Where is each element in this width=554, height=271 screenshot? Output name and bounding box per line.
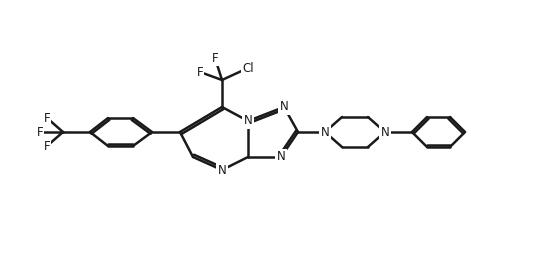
Text: N: N (276, 150, 285, 163)
Text: N: N (218, 163, 227, 176)
Text: N: N (280, 101, 289, 114)
Text: F: F (197, 66, 203, 79)
Text: Cl: Cl (242, 62, 254, 75)
Text: N: N (244, 115, 253, 127)
Text: F: F (212, 51, 218, 64)
Text: N: N (321, 125, 330, 138)
Text: F: F (37, 125, 43, 138)
Text: N: N (381, 125, 389, 138)
Text: F: F (44, 140, 50, 153)
Text: F: F (44, 111, 50, 124)
